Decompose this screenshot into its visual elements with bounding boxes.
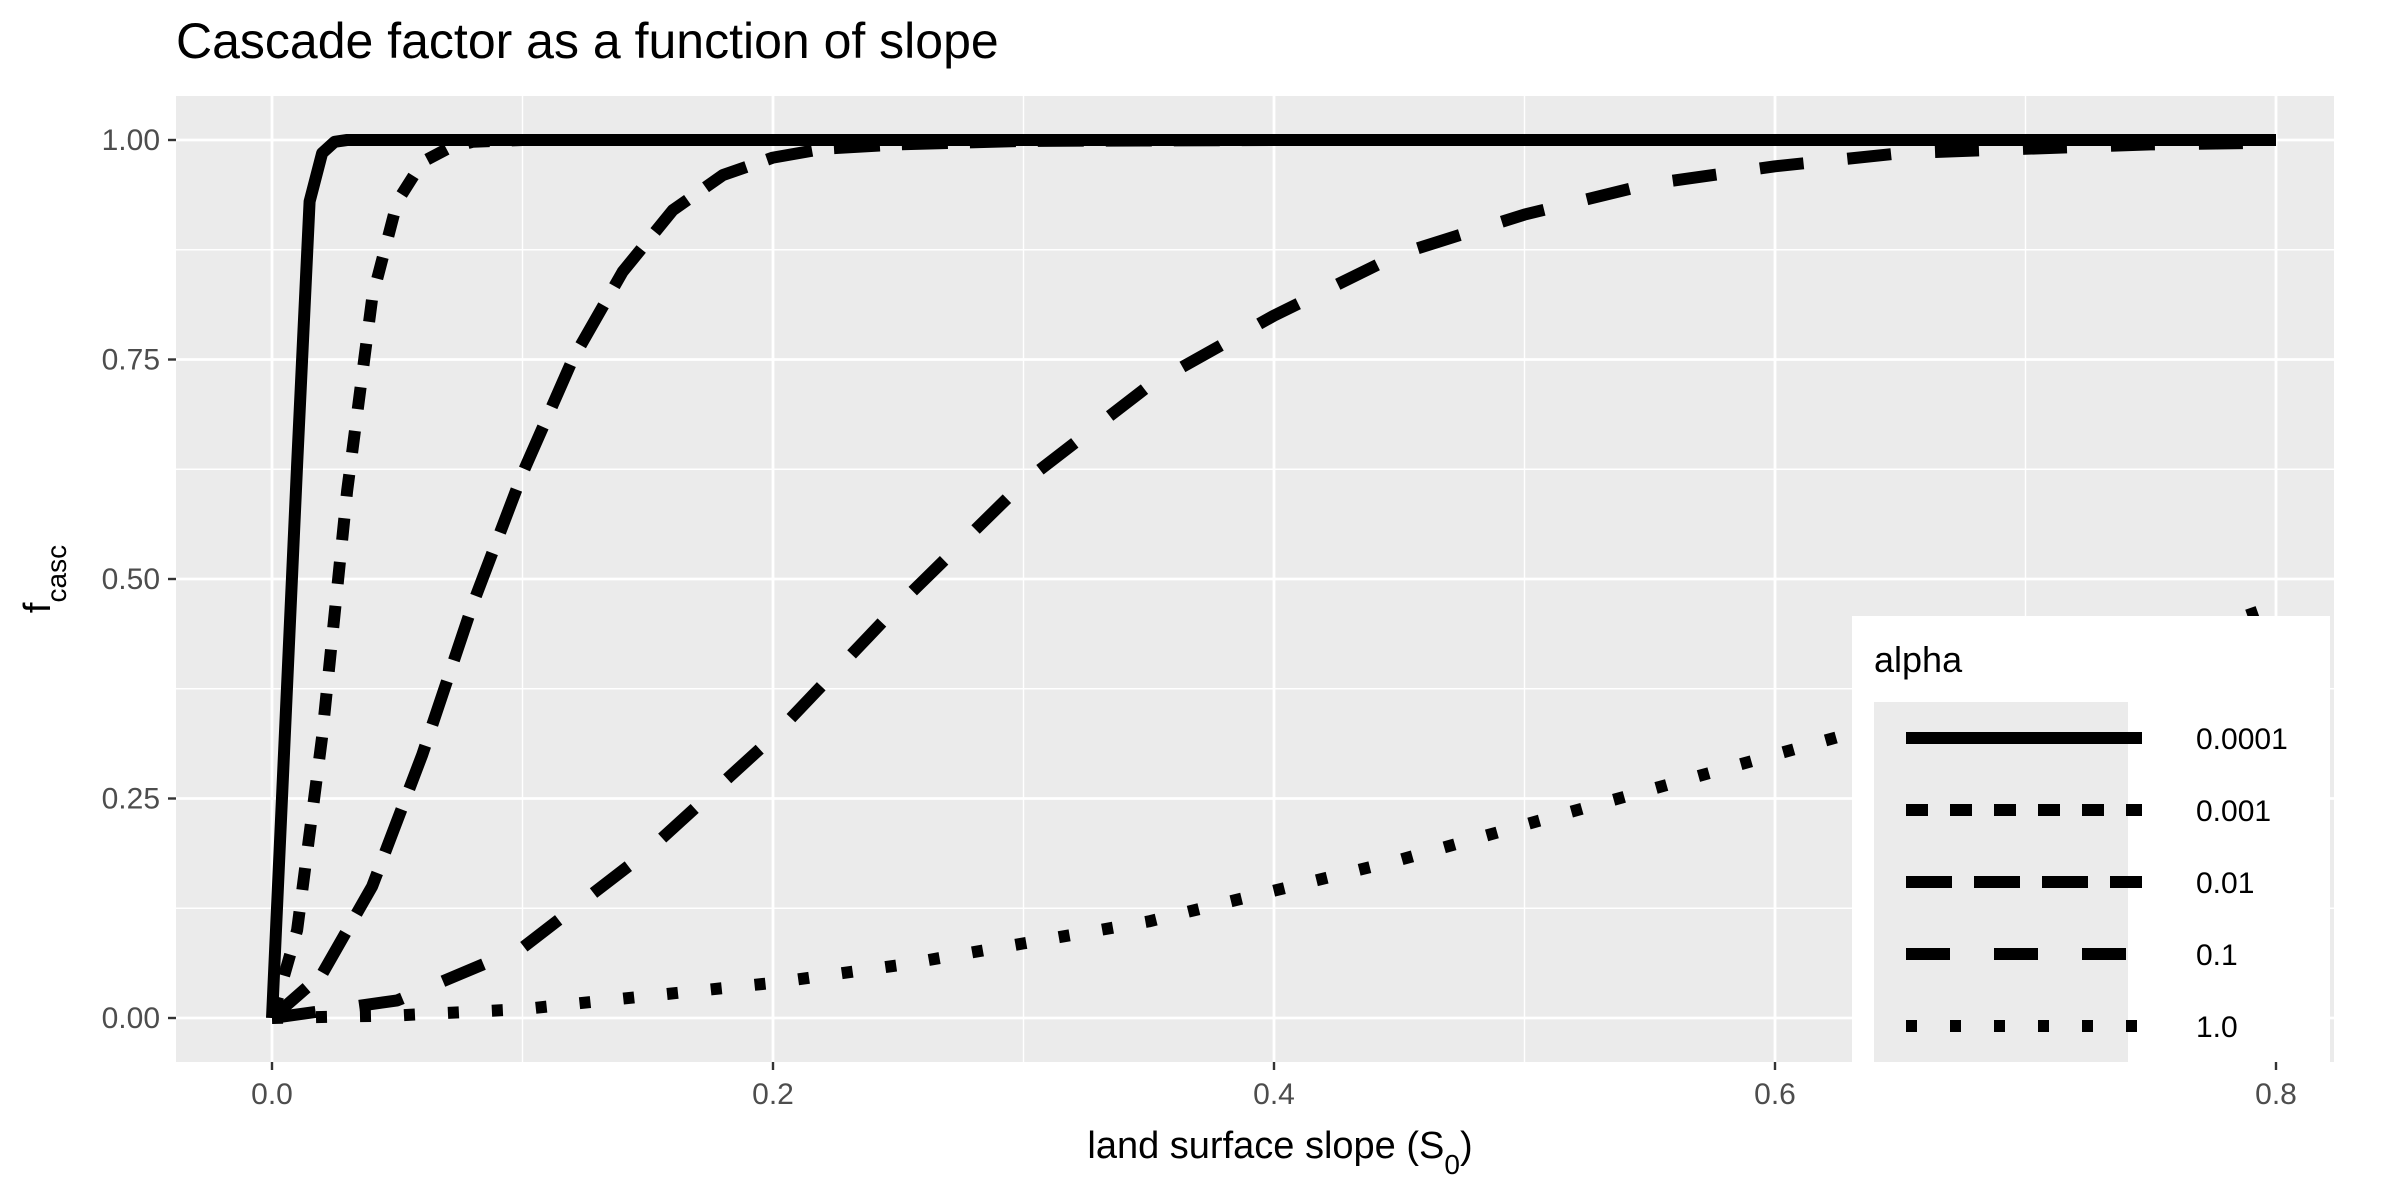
series-layer [266, 134, 2278, 1024]
y-axis-title-main: f [17, 602, 59, 613]
series-line-1-0 [271, 599, 2278, 1024]
y-tick-label: 0.75 [102, 344, 160, 377]
legend-keys: 0.0001 0.001 0.01 0.1 1.0 [1874, 702, 2288, 1062]
y-tick-label: 0.00 [102, 1002, 160, 1035]
legend: alpha 0.0001 0.001 0.01 0.1 1.0 [1852, 616, 2330, 1062]
x-axis-title-close: ) [1460, 1125, 1473, 1167]
y-tick-label: 1.00 [102, 124, 160, 157]
x-axis-title: land surface slope (S0) [1087, 1125, 1472, 1180]
legend-label: 1.0 [2196, 1011, 2238, 1044]
series-line-0-0001 [266, 134, 2276, 1019]
legend-label: 0.001 [2196, 795, 2271, 828]
legend-title: alpha [1874, 639, 1963, 680]
y-axis-title: fcasc [17, 545, 72, 613]
x-axis: 0.0 0.2 0.4 0.6 0.8 [251, 1062, 2297, 1111]
series-line-0-1 [271, 136, 2277, 1024]
legend-label: 0.0001 [2196, 723, 2288, 756]
x-axis-title-main: land surface slope (S [1087, 1125, 1444, 1167]
x-tick-label: 0.8 [2255, 1078, 2297, 1111]
x-tick-label: 0.6 [1754, 1078, 1796, 1111]
legend-label: 0.1 [2196, 939, 2238, 972]
x-tick-label: 0.0 [251, 1078, 293, 1111]
y-tick-label: 0.25 [102, 783, 160, 816]
legend-label: 0.01 [2196, 867, 2254, 900]
x-axis-title-sub: 0 [1444, 1149, 1460, 1180]
x-tick-label: 0.2 [752, 1078, 794, 1111]
y-tick-label: 0.50 [102, 563, 160, 596]
x-tick-label: 0.4 [1253, 1078, 1295, 1111]
y-axis-title-sub: casc [41, 545, 72, 603]
chart-title: Cascade factor as a function of slope [176, 13, 999, 69]
y-axis: 0.00 0.25 0.50 0.75 1.00 [102, 124, 176, 1035]
